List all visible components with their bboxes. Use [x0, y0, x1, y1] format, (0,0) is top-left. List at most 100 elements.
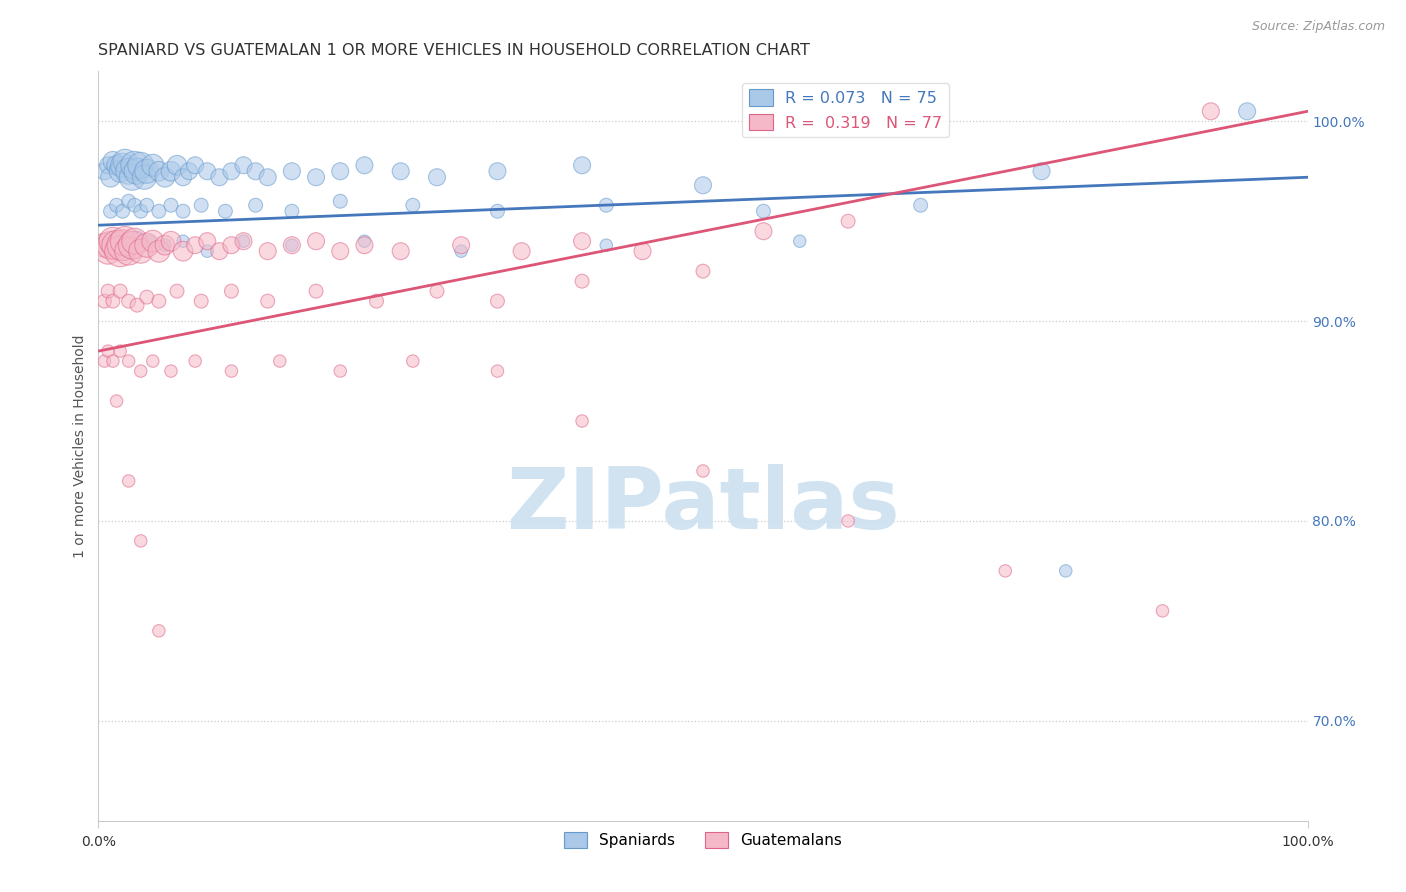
- Point: [571, 234, 593, 248]
- Point: [108, 234, 131, 248]
- Point: [160, 364, 183, 378]
- Point: [135, 198, 157, 212]
- Point: [190, 294, 212, 309]
- Point: [93, 294, 115, 309]
- Point: [450, 244, 472, 259]
- Point: [101, 234, 124, 248]
- Point: [172, 234, 194, 248]
- Point: [118, 194, 141, 209]
- Point: [153, 238, 176, 252]
- Point: [329, 244, 352, 259]
- Point: [214, 204, 236, 219]
- Point: [129, 244, 152, 259]
- Point: [172, 204, 194, 219]
- Point: [127, 164, 149, 178]
- Point: [402, 198, 425, 212]
- Point: [160, 164, 183, 178]
- Point: [281, 204, 304, 219]
- Point: [1199, 104, 1222, 119]
- Point: [281, 164, 304, 178]
- Point: [221, 364, 243, 378]
- Point: [195, 244, 218, 259]
- Point: [118, 354, 141, 368]
- Point: [595, 198, 617, 212]
- Point: [101, 354, 124, 368]
- Point: [142, 354, 165, 368]
- Point: [256, 244, 278, 259]
- Point: [127, 230, 149, 244]
- Point: [97, 158, 120, 172]
- Point: [101, 154, 124, 169]
- Point: [195, 234, 218, 248]
- Point: [148, 294, 170, 309]
- Point: [486, 164, 509, 178]
- Point: [692, 178, 714, 193]
- Point: [105, 198, 128, 212]
- Point: [426, 284, 449, 298]
- Point: [108, 164, 131, 178]
- Point: [1236, 104, 1258, 119]
- Point: [256, 170, 278, 185]
- Point: [148, 164, 170, 178]
- Text: ZIPatlas: ZIPatlas: [506, 465, 900, 548]
- Point: [305, 284, 328, 298]
- Point: [232, 234, 254, 248]
- Point: [190, 198, 212, 212]
- Point: [510, 244, 533, 259]
- Point: [114, 154, 136, 169]
- Point: [148, 624, 170, 638]
- Point: [100, 170, 122, 185]
- Point: [101, 238, 124, 252]
- Text: Source: ZipAtlas.com: Source: ZipAtlas.com: [1251, 20, 1385, 33]
- Point: [124, 158, 146, 172]
- Point: [105, 394, 128, 409]
- Point: [195, 164, 218, 178]
- Point: [1054, 564, 1077, 578]
- Text: SPANIARD VS GUATEMALAN 1 OR MORE VEHICLES IN HOUSEHOLD CORRELATION CHART: SPANIARD VS GUATEMALAN 1 OR MORE VEHICLE…: [98, 43, 810, 58]
- Point: [281, 238, 304, 252]
- Point: [166, 158, 188, 172]
- Point: [221, 284, 243, 298]
- Point: [353, 238, 375, 252]
- Point: [135, 164, 157, 178]
- Point: [179, 164, 201, 178]
- Point: [208, 170, 231, 185]
- Point: [97, 244, 120, 259]
- Point: [93, 238, 115, 252]
- Point: [121, 170, 143, 185]
- Point: [108, 284, 131, 298]
- Point: [105, 158, 128, 172]
- Point: [111, 158, 134, 172]
- Point: [837, 214, 859, 228]
- Point: [142, 158, 165, 172]
- Point: [118, 474, 141, 488]
- Point: [426, 170, 449, 185]
- Point: [486, 204, 509, 219]
- Point: [153, 170, 176, 185]
- Point: [160, 234, 183, 248]
- Point: [221, 164, 243, 178]
- Point: [256, 294, 278, 309]
- Point: [124, 198, 146, 212]
- Point: [752, 224, 775, 238]
- Point: [281, 238, 304, 252]
- Point: [93, 354, 115, 368]
- Point: [208, 244, 231, 259]
- Point: [127, 298, 149, 312]
- Point: [134, 170, 156, 185]
- Point: [124, 234, 146, 248]
- Point: [486, 294, 509, 309]
- Point: [692, 264, 714, 278]
- Point: [1031, 164, 1053, 178]
- Point: [111, 238, 134, 252]
- Point: [129, 204, 152, 219]
- Point: [101, 294, 124, 309]
- Point: [135, 290, 157, 304]
- Point: [752, 204, 775, 219]
- Point: [353, 158, 375, 172]
- Point: [1152, 604, 1174, 618]
- Point: [366, 294, 388, 309]
- Point: [329, 194, 352, 209]
- Point: [692, 464, 714, 478]
- Point: [389, 244, 412, 259]
